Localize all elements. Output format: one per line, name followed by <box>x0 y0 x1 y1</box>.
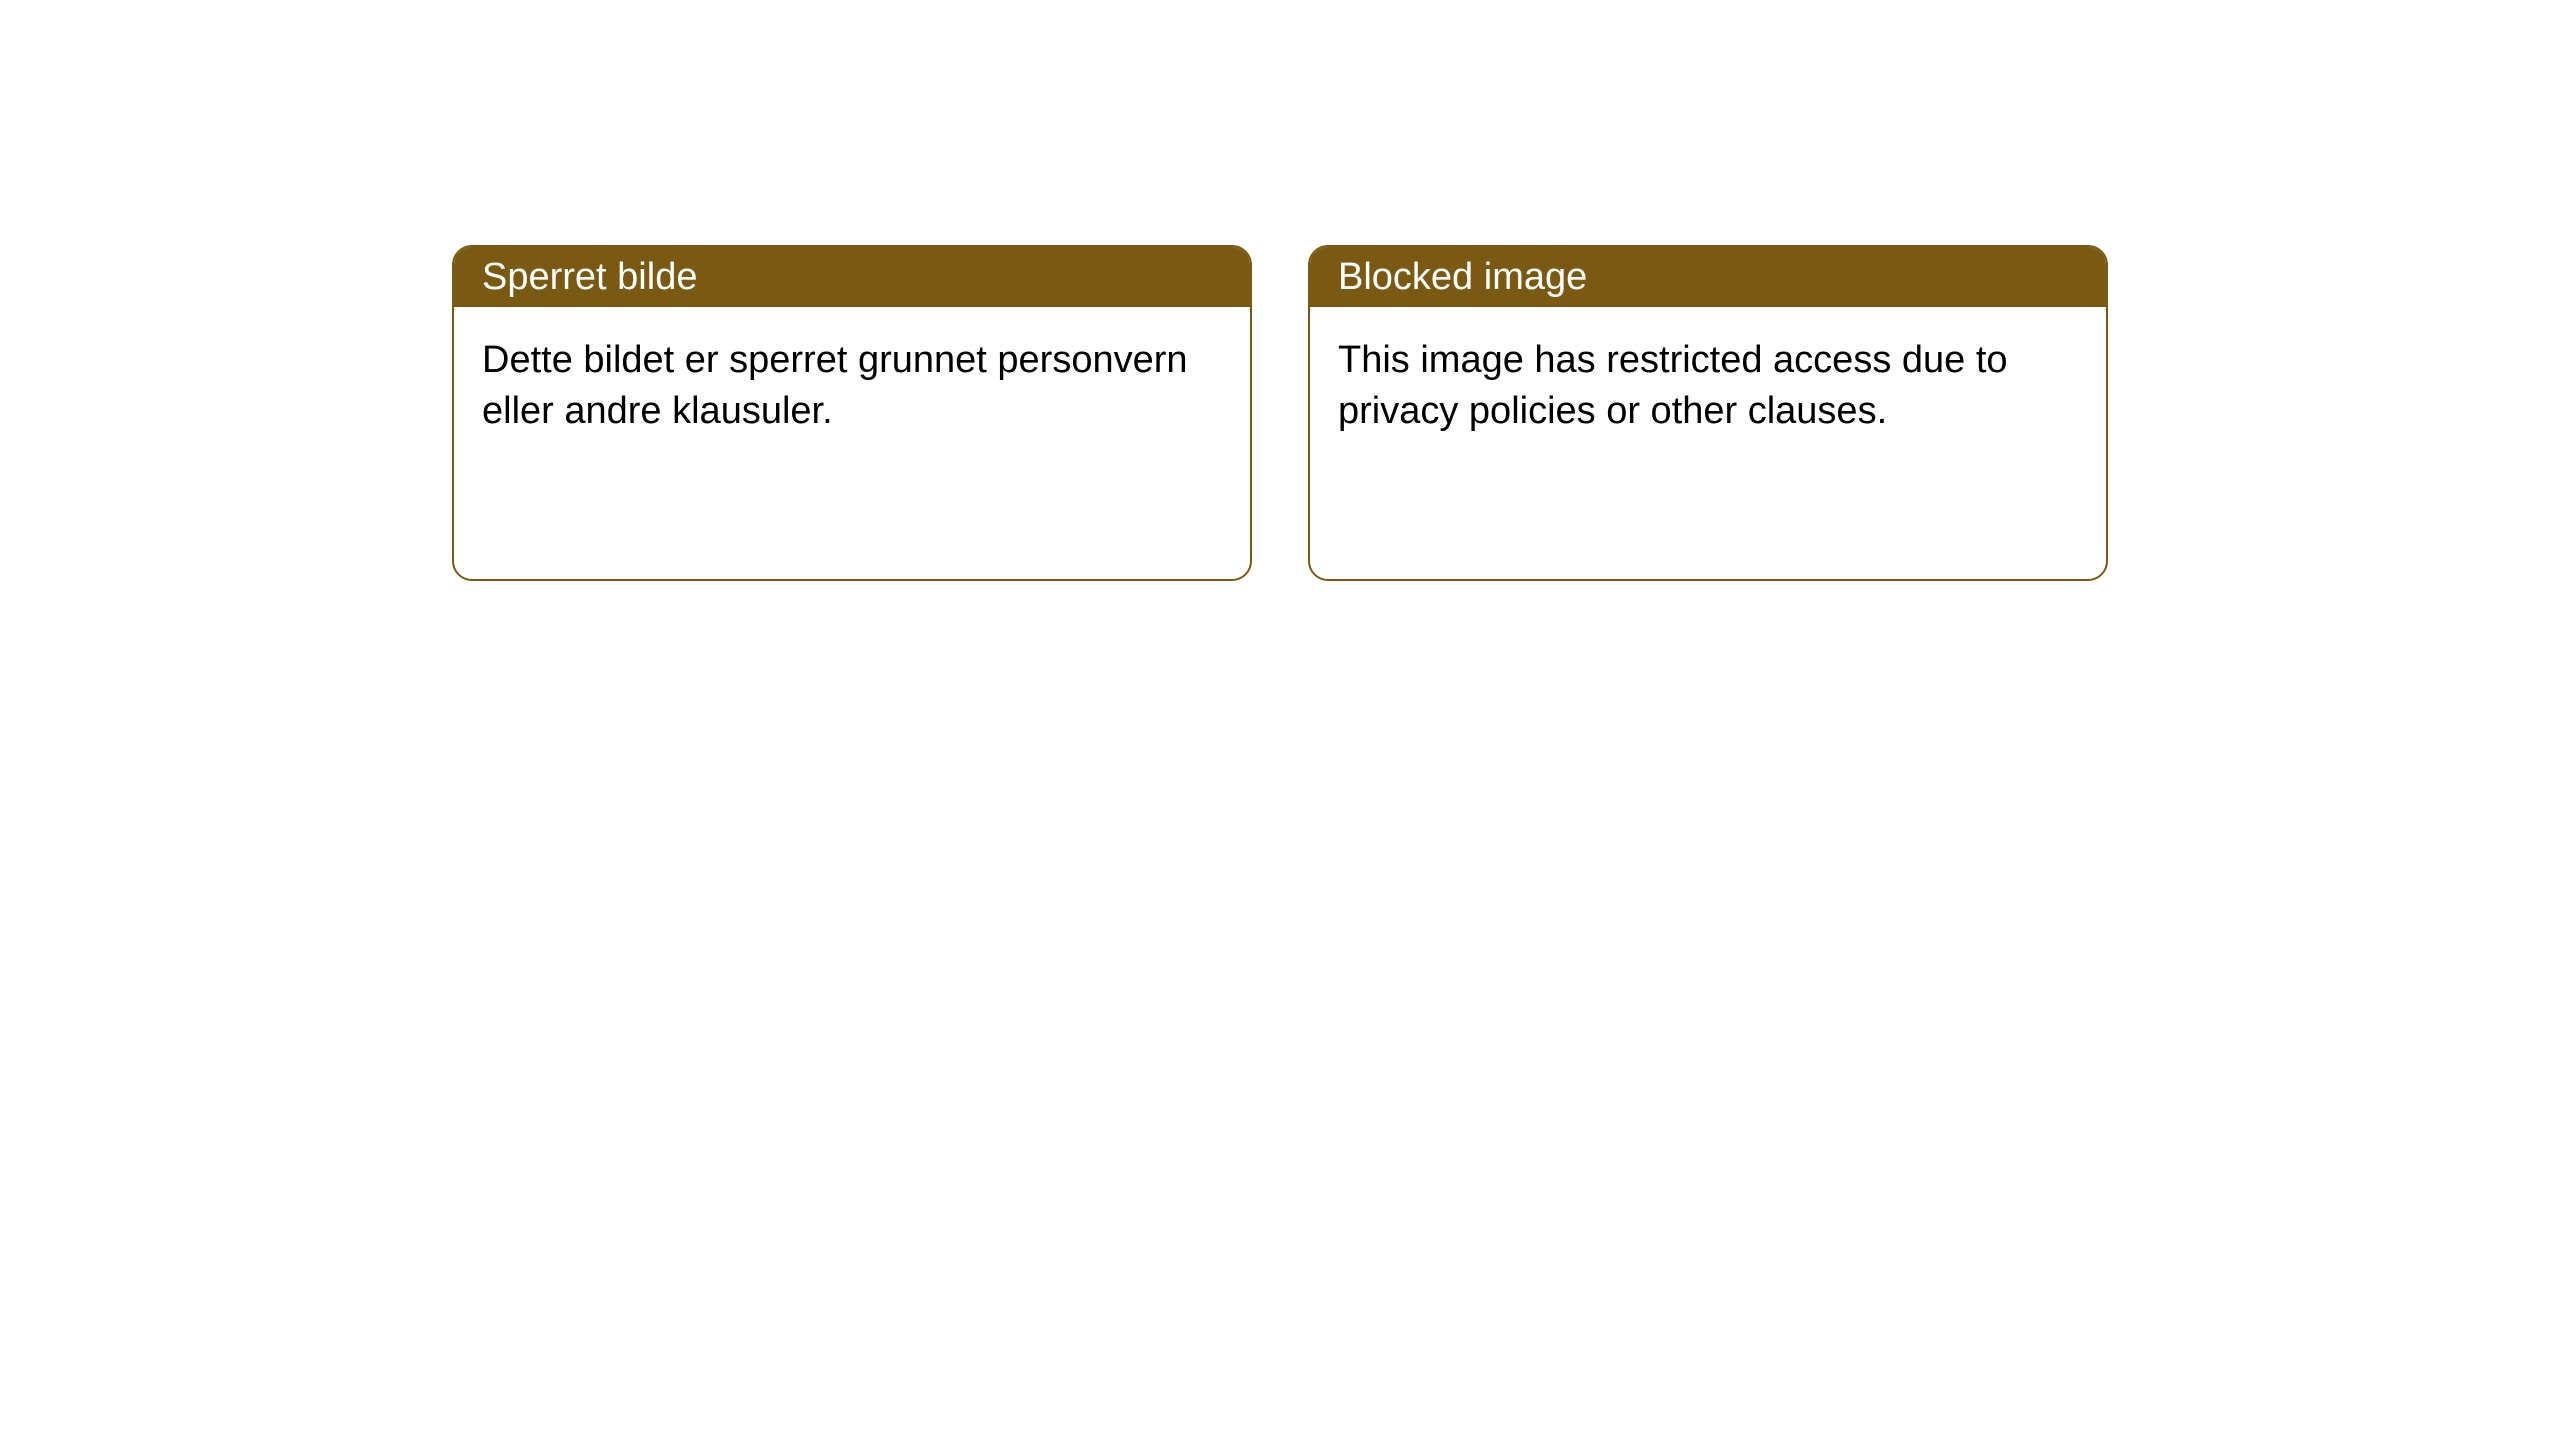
notice-title: Blocked image <box>1338 256 1587 299</box>
notice-header: Blocked image <box>1310 247 2106 307</box>
notice-message: This image has restricted access due to … <box>1338 339 2008 432</box>
notice-card-english: Blocked image This image has restricted … <box>1308 245 2108 581</box>
notice-container: Sperret bilde Dette bildet er sperret gr… <box>0 0 2560 581</box>
notice-header: Sperret bilde <box>454 247 1250 307</box>
notice-body: Dette bildet er sperret grunnet personve… <box>454 307 1250 466</box>
notice-card-norwegian: Sperret bilde Dette bildet er sperret gr… <box>452 245 1252 581</box>
notice-body: This image has restricted access due to … <box>1310 307 2106 466</box>
notice-title: Sperret bilde <box>482 256 697 299</box>
notice-message: Dette bildet er sperret grunnet personve… <box>482 339 1188 432</box>
